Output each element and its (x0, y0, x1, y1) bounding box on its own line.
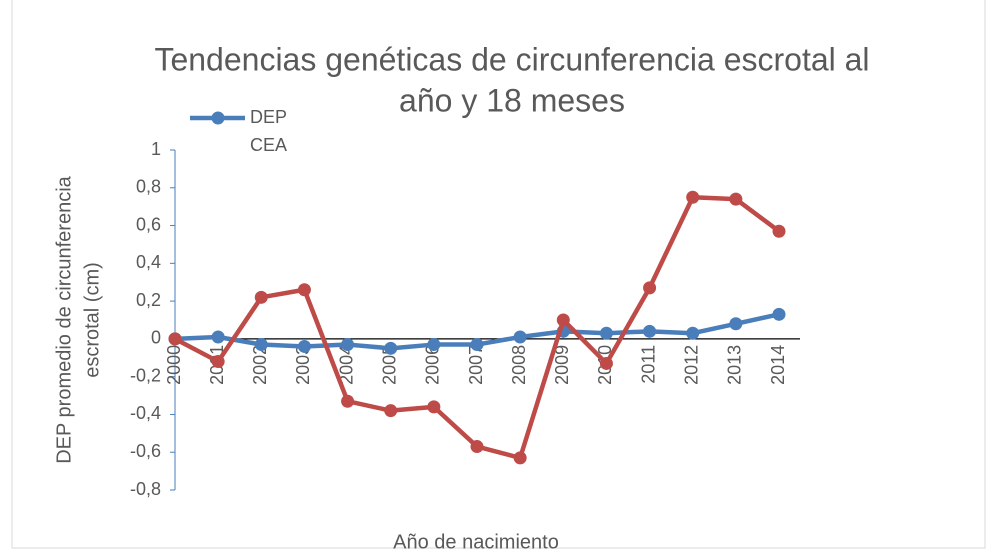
x-tick-label: 2011 (638, 345, 658, 384)
data-point (513, 451, 527, 465)
data-point (729, 317, 743, 331)
x-tick-label: 2012 (681, 345, 701, 385)
x-tick-label: 2008 (509, 345, 529, 385)
data-point (211, 330, 225, 344)
data-point (513, 330, 527, 344)
data-point (643, 281, 657, 295)
x-tick-label: 2003 (293, 345, 313, 385)
y-tick-label: -0,6 (130, 441, 161, 461)
data-point (384, 404, 398, 418)
y-tick-label: 0,4 (136, 252, 161, 272)
data-point (772, 224, 786, 238)
data-point (254, 338, 268, 352)
data-point (470, 440, 484, 454)
x-tick-label: 2002 (250, 345, 270, 385)
data-point (729, 192, 743, 206)
data-point (772, 307, 786, 321)
x-tick-label: 2014 (768, 345, 788, 385)
data-point (254, 290, 268, 304)
x-tick-label: 2009 (552, 345, 572, 385)
data-point (341, 338, 355, 352)
data-point (599, 356, 613, 370)
data-point (686, 190, 700, 204)
x-tick-label: 2006 (423, 345, 443, 385)
data-point (211, 355, 225, 369)
y-tick-label: 0,8 (136, 177, 161, 197)
y-tick-label: 0,2 (136, 290, 161, 310)
data-point (427, 400, 441, 414)
data-point (470, 338, 484, 352)
y-axis-title: DEP promedio de circunferencia (53, 175, 75, 463)
y-tick-label: 0 (151, 328, 161, 348)
data-point (686, 326, 700, 340)
x-axis-title: Año de nacimiento (393, 531, 559, 553)
x-tick-label: 2013 (725, 345, 745, 385)
data-point (599, 326, 613, 340)
chart-title: Tendencias genéticas de circunferencia e… (154, 41, 869, 77)
data-point (168, 332, 182, 346)
chart-title: año y 18 meses (399, 82, 625, 118)
x-tick-label: 2007 (466, 345, 486, 385)
data-point (427, 338, 441, 352)
x-tick-label: 2000 (164, 345, 184, 385)
data-point (556, 313, 570, 327)
x-tick-label: 2004 (336, 345, 356, 385)
data-point (297, 339, 311, 353)
y-tick-label: 1 (151, 139, 161, 159)
y-axis-title: escrotal (cm) (81, 262, 103, 378)
y-tick-label: -0,4 (130, 403, 161, 423)
data-point (341, 394, 355, 408)
legend-marker (211, 111, 225, 125)
legend-label: DEP CEA (250, 107, 287, 155)
y-tick-label: 0,6 (136, 214, 161, 234)
data-point (384, 341, 398, 355)
y-tick-label: -0,8 (130, 479, 161, 499)
data-point (297, 283, 311, 297)
data-point (643, 324, 657, 338)
x-tick-label: 2005 (379, 345, 399, 385)
chart-frame (11, 0, 986, 549)
y-tick-label: -0,2 (130, 365, 161, 385)
